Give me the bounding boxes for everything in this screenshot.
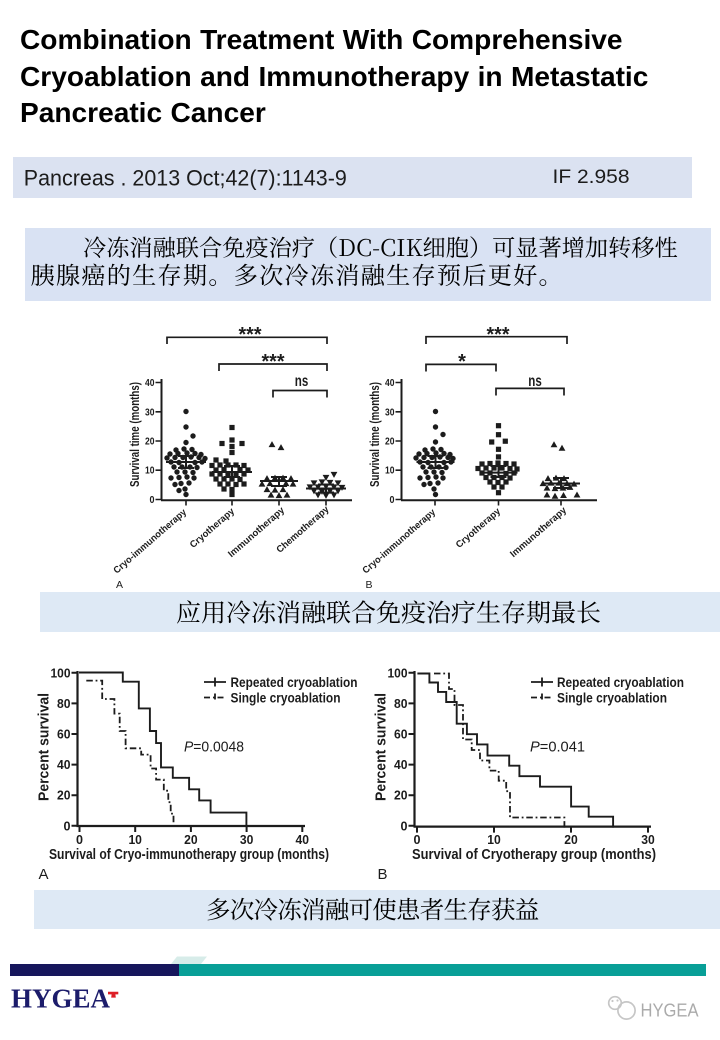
svg-text:***: *** [262, 350, 285, 373]
svg-text:***: *** [239, 323, 262, 346]
svg-text:30: 30 [385, 406, 395, 418]
svg-text:Survival of Cryo-immunotherapy: Survival of Cryo-immunotherapy group (mo… [49, 847, 329, 863]
svg-text:20: 20 [57, 788, 71, 803]
svg-text:Cryotherapy: Cryotherapy [454, 506, 504, 551]
svg-text:20: 20 [145, 436, 155, 448]
svg-text:HYGEA: HYGEA [11, 984, 111, 1014]
svg-text:P=0.0048: P=0.0048 [184, 739, 244, 756]
svg-text:HYGEA: HYGEA [641, 1000, 700, 1021]
svg-text:40: 40 [296, 832, 310, 847]
svg-text:Survival time (months): Survival time (months) [128, 382, 142, 487]
svg-text:30: 30 [240, 832, 254, 847]
svg-text:30: 30 [145, 406, 155, 418]
svg-text:A: A [116, 579, 123, 591]
svg-text:Cryo-immunotherapy: Cryo-immunotherapy [361, 507, 439, 577]
svg-text:Single cryoablation: Single cryoablation [557, 691, 667, 706]
svg-text:Repeated cryoablation: Repeated cryoablation [557, 675, 684, 690]
svg-text:Cryo-immunotherapy: Cryo-immunotherapy [112, 507, 190, 577]
svg-text:80: 80 [57, 696, 71, 711]
svg-text:Percent survival: Percent survival [36, 693, 53, 801]
svg-text:*: * [458, 350, 466, 373]
svg-text:40: 40 [145, 377, 155, 389]
svg-text:A: A [39, 866, 49, 883]
svg-text:Survival time (months): Survival time (months) [368, 382, 382, 487]
svg-text:100: 100 [388, 665, 408, 680]
svg-text:P=0.041: P=0.041 [530, 739, 585, 756]
svg-text:40: 40 [394, 757, 408, 772]
svg-text:Repeated cryoablation: Repeated cryoablation [231, 675, 358, 690]
svg-text:IF 2.958: IF 2.958 [553, 167, 630, 188]
svg-text:40: 40 [57, 757, 71, 772]
svg-text:80: 80 [394, 696, 408, 711]
svg-text:Pancreas . 2013 Oct;42(7):1143: Pancreas . 2013 Oct;42(7):1143-9 [24, 166, 347, 191]
svg-text:ns: ns [295, 373, 309, 390]
svg-text:20: 20 [184, 832, 198, 847]
svg-text:10: 10 [128, 832, 142, 847]
svg-text:20: 20 [394, 788, 408, 803]
svg-text:10: 10 [385, 465, 395, 477]
svg-text:0: 0 [414, 832, 421, 847]
svg-text:10: 10 [487, 832, 501, 847]
svg-text:0: 0 [401, 818, 408, 833]
svg-text:40: 40 [385, 377, 395, 389]
svg-text:Percent survival: Percent survival [373, 693, 390, 801]
svg-text:20: 20 [385, 436, 395, 448]
svg-text:***: *** [487, 323, 510, 346]
svg-text:100: 100 [51, 665, 71, 680]
svg-text:0: 0 [76, 832, 83, 847]
svg-text:60: 60 [394, 727, 408, 742]
svg-text:10: 10 [145, 465, 155, 477]
svg-text:Survival of Cryotherapy group: Survival of Cryotherapy group (months) [412, 847, 656, 863]
svg-text:0: 0 [390, 494, 395, 506]
svg-text:B: B [378, 866, 388, 883]
svg-text:30: 30 [641, 832, 655, 847]
svg-text:ns: ns [528, 373, 542, 390]
svg-text:B: B [366, 579, 373, 591]
svg-text:Single cryoablation: Single cryoablation [231, 691, 341, 706]
svg-text:20: 20 [564, 832, 578, 847]
svg-text:0: 0 [150, 494, 155, 506]
svg-text:0: 0 [64, 818, 71, 833]
svg-text:60: 60 [57, 727, 71, 742]
svg-text:Cryotherapy: Cryotherapy [188, 506, 238, 551]
svg-text:Immunotherapy: Immunotherapy [508, 504, 569, 559]
